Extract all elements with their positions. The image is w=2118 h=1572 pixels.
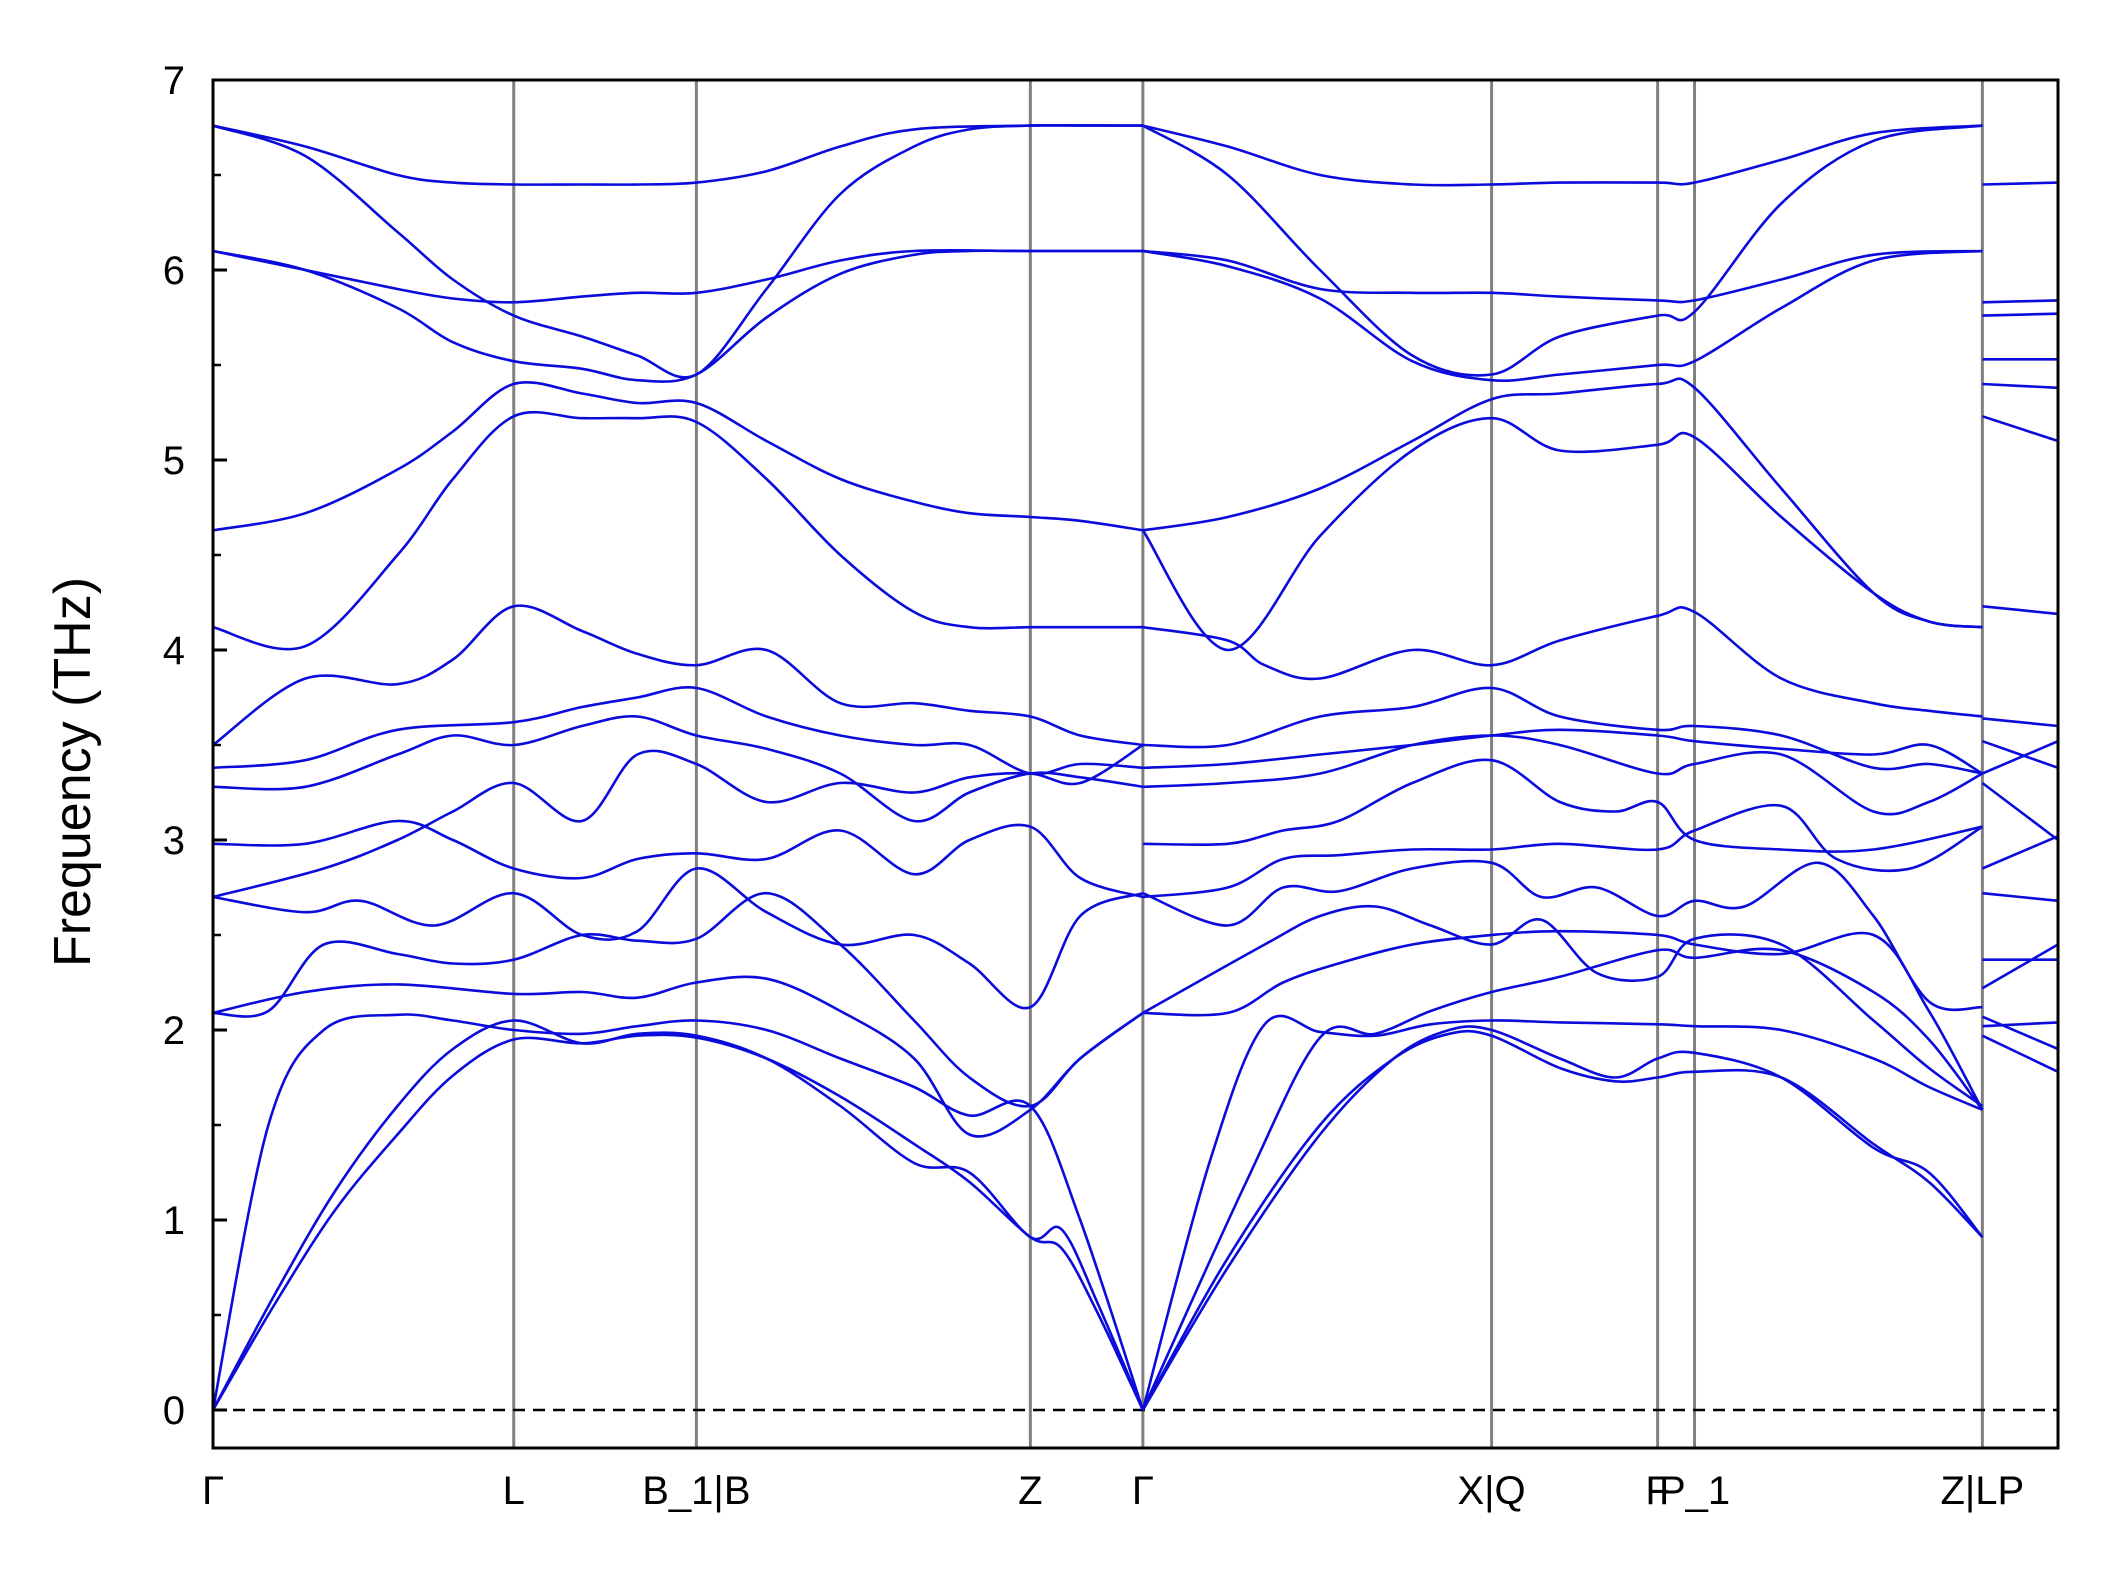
band-line — [212, 867, 1144, 1010]
y-axis-ticks: 0 1 2 3 4 5 6 7 — [163, 59, 227, 1433]
band-line — [1981, 835, 2059, 870]
band-line — [1141, 1029, 1984, 1411]
band-line — [1981, 740, 2059, 775]
plot-frame — [211, 78, 2060, 1450]
y-tick-label: 6 — [163, 249, 185, 293]
band-line — [1142, 904, 1984, 1108]
band-line — [1982, 717, 2059, 728]
band-line — [1982, 312, 2059, 317]
band-line — [1141, 1025, 1984, 1411]
y-tick-label: 1 — [163, 1199, 185, 1243]
x-axis-ticks: Γ L B_1|B Z Γ X|Q FP_1 Z|LP — [202, 1469, 2024, 1513]
band-line — [1142, 803, 1984, 899]
y-tick-label: 3 — [163, 819, 185, 863]
y-tick-label: 0 — [163, 1389, 185, 1433]
x-tick-label: Z|LP — [1940, 1469, 2024, 1513]
band-line — [1982, 891, 2059, 903]
band-line — [211, 1033, 1145, 1411]
x-tick-label: Γ — [1132, 1469, 1154, 1513]
band-line — [1981, 781, 2059, 842]
band-line — [212, 248, 1143, 304]
band-line — [212, 410, 1143, 651]
band-line — [212, 891, 1144, 1108]
band-line — [1142, 929, 1984, 1111]
band-line — [1981, 1034, 2059, 1073]
band-line — [1981, 739, 2059, 770]
band-line — [1142, 124, 1983, 377]
band-line — [1142, 124, 1983, 187]
band-line — [211, 1019, 1145, 1411]
band-line — [1141, 1014, 1983, 1411]
y-tick-label: 2 — [163, 1009, 185, 1053]
y-tick-label: 5 — [163, 439, 185, 483]
band-line — [1982, 181, 2059, 186]
band-line — [1981, 1015, 2059, 1051]
band-line — [1981, 943, 2059, 990]
band-line — [1142, 377, 1983, 629]
band-line — [212, 124, 1143, 186]
band-line — [212, 604, 1144, 747]
band-lines — [211, 124, 2059, 1411]
band-line — [1141, 416, 1983, 652]
y-tick-label: 4 — [163, 629, 185, 673]
x-tick-label: B_1|B — [642, 1469, 750, 1513]
band-line — [1142, 859, 1983, 1012]
band-line — [1982, 382, 2059, 390]
x-tick-label: Z — [1018, 1469, 1042, 1513]
band-line — [1981, 415, 2059, 443]
band-line — [212, 714, 1144, 823]
band-line — [1142, 758, 1983, 853]
band-line — [212, 743, 1144, 899]
x-tick-label: P_1 — [1659, 1469, 1730, 1513]
band-line — [1982, 605, 2059, 616]
band-line — [212, 686, 1143, 776]
band-line — [1142, 734, 1984, 816]
band-line — [212, 819, 1144, 899]
kpath-lines — [512, 80, 1984, 1448]
x-tick-label: Γ — [202, 1469, 224, 1513]
band-line — [1142, 249, 1983, 304]
band-line — [1982, 1021, 2059, 1028]
y-tick-label: 7 — [163, 59, 185, 103]
band-line — [1982, 299, 2059, 304]
y-axis-label: Frequency (THz) — [44, 577, 102, 967]
x-tick-label: X|Q — [1457, 1469, 1525, 1513]
band-line — [1142, 606, 1983, 718]
band-line — [1142, 686, 1983, 775]
band-line — [1142, 728, 1984, 775]
band-line — [1141, 947, 1984, 1411]
band-line — [212, 975, 1144, 1138]
x-tick-label: F — [1645, 1469, 1669, 1513]
band-line — [1142, 249, 1983, 382]
band-line — [212, 380, 1144, 532]
band-line — [212, 249, 1143, 383]
x-tick-label: L — [503, 1469, 525, 1513]
